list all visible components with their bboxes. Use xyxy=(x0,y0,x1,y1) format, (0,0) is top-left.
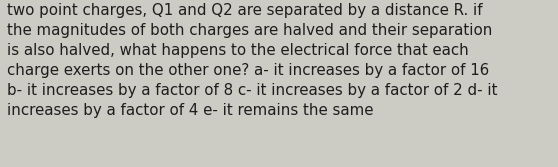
Text: two point charges, Q1 and Q2 are separated by a distance R. if
the magnitudes of: two point charges, Q1 and Q2 are separat… xyxy=(7,3,497,118)
